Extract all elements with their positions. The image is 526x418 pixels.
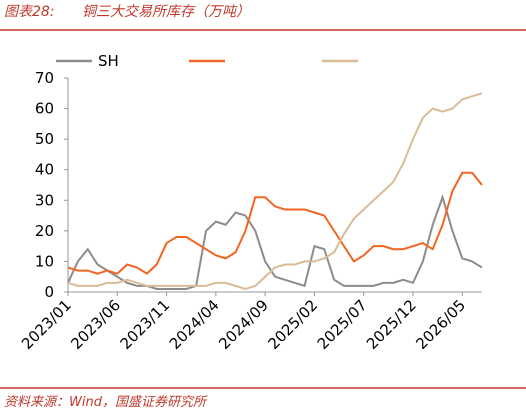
- x-tick-label: 2026/05: [412, 296, 469, 353]
- x-tick-label: 2025/12: [363, 296, 420, 353]
- chart-title: 铜三大交易所库存（万吨）: [82, 4, 250, 20]
- x-tick-label: 2024/09: [215, 296, 272, 353]
- x-tick-label: 2025/07: [314, 296, 371, 353]
- x-tick-label: 2023/01: [18, 296, 75, 353]
- y-tick-label: 30: [35, 191, 54, 209]
- x-tick-label: 2023/11: [117, 296, 174, 353]
- y-tick-label: 40: [35, 161, 54, 179]
- x-tick-label: 2023/06: [67, 296, 124, 353]
- x-tick-label: 2024/04: [166, 296, 223, 353]
- series-line: [67, 92, 483, 290]
- y-tick-label: 0: [44, 283, 54, 301]
- source: 资料来源：Wind，国盛证券研究所: [4, 394, 208, 410]
- y-tick-label: 10: [35, 252, 54, 270]
- figure-label: 图表28:: [4, 4, 55, 20]
- y-tick-label: 20: [35, 222, 54, 240]
- y-tick-label: 50: [35, 130, 54, 148]
- y-tick-label: 70: [35, 69, 54, 87]
- y-tick-label: 60: [35, 100, 54, 118]
- series-line: [67, 193, 483, 290]
- legend-label: SH: [98, 52, 119, 70]
- x-tick-label: 2025/02: [264, 296, 321, 353]
- series-line: [67, 171, 483, 275]
